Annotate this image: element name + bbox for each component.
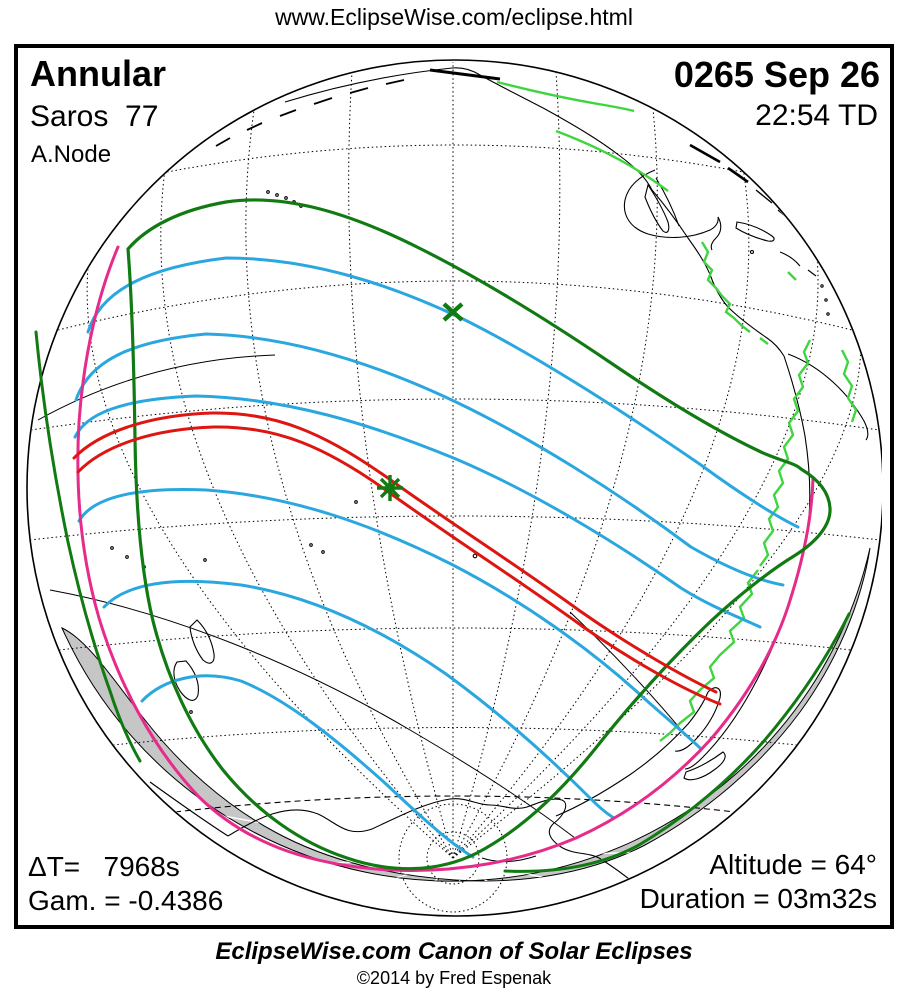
antarctica-coast	[227, 798, 600, 859]
saros-label: Saros 77	[30, 100, 159, 133]
terminator-coast	[149, 781, 229, 837]
hispaniola	[779, 251, 801, 267]
eclipse-date-label: 0265 Sep 26	[673, 54, 880, 95]
polar-parallel	[426, 831, 480, 885]
cuba	[735, 221, 775, 242]
gulf-of-mexico	[623, 169, 719, 238]
meridian	[452, 309, 862, 859]
island-dot	[824, 298, 828, 302]
contour-6	[140, 674, 475, 859]
map-frame	[14, 44, 894, 929]
meridian	[86, 234, 454, 859]
night-shade-region	[60, 547, 871, 882]
coastlines	[110, 67, 869, 904]
parallel	[58, 627, 852, 651]
venezuela-highlight	[840, 349, 858, 423]
meridian	[245, 96, 454, 859]
contour-5	[102, 579, 616, 820]
aleutian-islands	[215, 79, 405, 147]
parallel	[166, 144, 744, 173]
eclipse-time-label: 22:54 TD	[755, 99, 878, 132]
delta-t-label: ΔT= 7968s	[28, 851, 180, 882]
antarctic-peninsula-tip	[674, 687, 721, 752]
path-southern-limit	[76, 425, 722, 706]
alaska-america-coast	[284, 67, 785, 357]
new-zealand-south-island	[173, 660, 199, 701]
outer-limit-west	[34, 330, 142, 763]
pacific-island-dots	[110, 500, 478, 569]
eclipse-type-label: Annular	[30, 53, 167, 94]
meridian	[452, 149, 750, 859]
northeast-coast	[429, 68, 501, 81]
greatest-eclipse-asterisk-icon	[377, 475, 403, 501]
meridian	[160, 147, 454, 859]
meridian	[452, 221, 819, 859]
parallel	[57, 280, 853, 331]
yucatan	[710, 216, 722, 251]
baja-california	[644, 183, 670, 233]
us-east-coast	[689, 143, 749, 184]
caribbean-highlight	[787, 271, 797, 281]
penumbral-limits	[34, 330, 851, 873]
andes-border-highlight-south	[659, 569, 759, 742]
coast-highlights	[496, 80, 858, 742]
california-mexico-highlight	[555, 129, 669, 192]
polar-parallel	[398, 803, 508, 913]
new-zealand-north-island	[189, 619, 215, 664]
tierra-del-fuego	[683, 751, 726, 781]
sub-solar-x-icon	[442, 302, 464, 322]
penumbral-limit-loop	[126, 198, 832, 871]
dashed-circles	[119, 99, 736, 813]
node-label: A.Node	[31, 141, 112, 168]
island-dot	[749, 249, 755, 255]
meridian	[452, 71, 561, 859]
path-northern-limit	[72, 411, 718, 694]
puerto-rico	[807, 269, 817, 277]
duration-label: Duration = 03m32s	[639, 883, 877, 914]
south-america-north-coast	[787, 353, 869, 441]
sunrise-sunset-curve	[76, 245, 815, 872]
meridian	[452, 99, 658, 859]
ross-coast	[481, 855, 537, 863]
copyright-line: ©2014 by Fred Espenak	[356, 968, 552, 988]
globe-limb	[26, 59, 882, 917]
northwest-coast-highlight	[496, 80, 635, 113]
contour-2	[74, 332, 785, 587]
parallel	[29, 515, 881, 541]
gulf-of-california	[655, 177, 680, 227]
parallel	[30, 398, 880, 431]
meridian	[348, 71, 454, 859]
contour-3	[73, 394, 762, 629]
antarctic-circle	[174, 795, 736, 813]
magnitude-contours	[73, 256, 800, 859]
gamma-label: Gam. = -0.4386	[28, 885, 224, 916]
contour-4	[77, 488, 703, 751]
stewart-island	[189, 710, 193, 714]
canon-title: EclipseWise.com Canon of Solar Eclipses	[215, 938, 693, 965]
central-america-highlight	[700, 241, 751, 333]
island-dot	[826, 312, 830, 316]
andes-border-highlight-north	[759, 339, 812, 567]
island-dot	[820, 284, 824, 288]
contour-1	[86, 256, 800, 529]
eclipse-globe-map	[26, 59, 882, 917]
altitude-label: Altitude = 64°	[709, 849, 877, 880]
central-annular-path	[72, 411, 722, 706]
graticule	[29, 62, 881, 913]
page-url-text: www.EclipseWise.com/eclipse.html	[275, 4, 633, 30]
antarctic-peninsula-coast	[555, 691, 709, 817]
panama-highlight	[759, 337, 769, 345]
outer-limit-east	[503, 612, 851, 873]
